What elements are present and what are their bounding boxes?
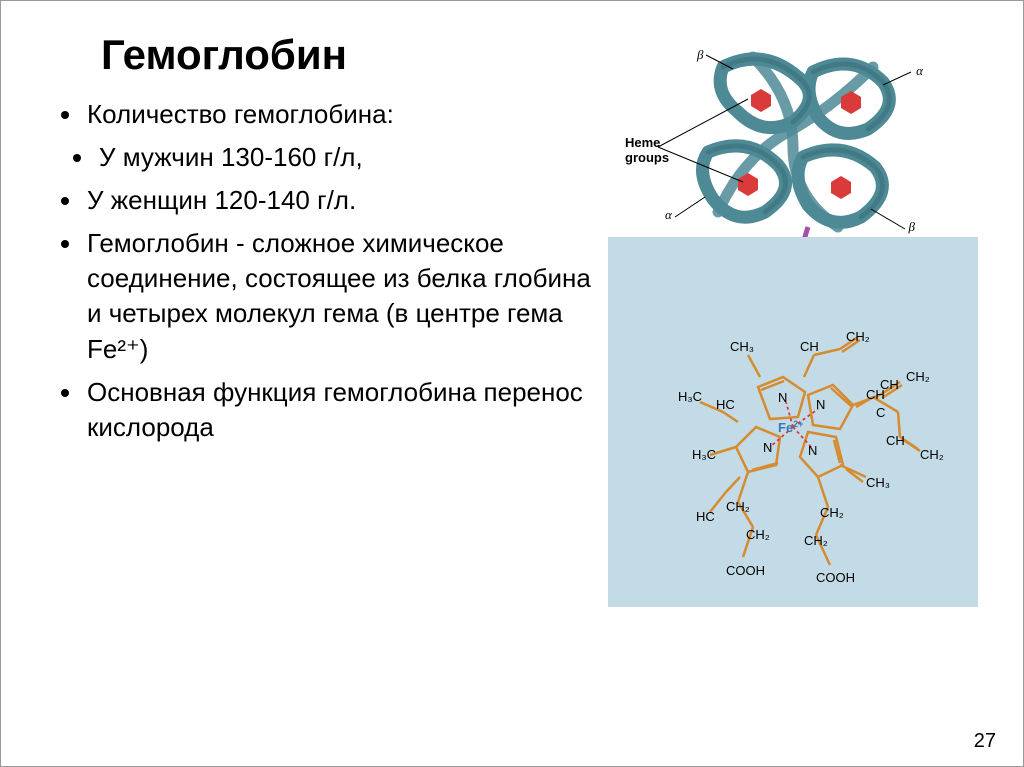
alpha-label: α [916, 63, 923, 79]
hemoglobin-protein-diagram: β α α β Hemegroups [643, 37, 943, 257]
svg-text:COOH: COOH [816, 570, 855, 585]
visual-column: β α α β Hemegroups [603, 37, 983, 746]
svg-text:CH₂: CH₂ [906, 369, 930, 384]
svg-text:HC: HC [716, 397, 735, 412]
bullet-list: Количество гемоглобина: У мужчин 130-160… [61, 97, 593, 746]
svg-text:CH: CH [800, 339, 819, 354]
svg-text:CH₂: CH₂ [804, 533, 828, 548]
svg-text:Fe2+: Fe2+ [778, 419, 803, 435]
svg-text:CH₂: CH₂ [746, 527, 770, 542]
bullet-item: Количество гемоглобина: [61, 97, 593, 132]
svg-text:CH: CH [866, 387, 885, 402]
svg-text:CH₃: CH₃ [730, 339, 754, 354]
svg-text:CH: CH [886, 433, 905, 448]
bullet-item: Гемоглобин - сложное химическое соединен… [61, 226, 593, 366]
bullet-item: Основная функция гемоглобина перенос кис… [61, 375, 593, 445]
svg-text:HC: HC [696, 509, 715, 524]
bullet-item: У мужчин 130-160 г/л, [61, 140, 593, 175]
svg-text:N: N [808, 443, 817, 458]
beta-label: β [909, 219, 915, 235]
svg-text:H₃C: H₃C [678, 389, 702, 404]
alpha-label: α [665, 207, 672, 223]
svg-text:CH₂: CH₂ [920, 447, 944, 462]
svg-text:CH₂: CH₂ [846, 329, 870, 344]
svg-text:CH₂: CH₂ [820, 505, 844, 520]
svg-text:N: N [816, 397, 825, 412]
beta-label: β [697, 47, 703, 63]
svg-text:COOH: COOH [726, 563, 765, 578]
svg-text:CH₂: CH₂ [726, 499, 750, 514]
bullet-item: У женщин 120-140 г/л. [61, 183, 593, 218]
svg-text:H₃C: H₃C [692, 447, 716, 462]
svg-text:N: N [778, 390, 787, 405]
svg-text:CH₃: CH₃ [866, 475, 890, 490]
svg-text:C: C [876, 405, 885, 420]
svg-text:N: N [763, 440, 772, 455]
heme-chemical-structure: Fe2+ N N N N CH₃ CH CH₂ H₃C CH CH₂ C CH … [608, 237, 978, 607]
heme-groups-label: Hemegroups [625, 135, 669, 165]
page-number: 27 [974, 730, 996, 753]
